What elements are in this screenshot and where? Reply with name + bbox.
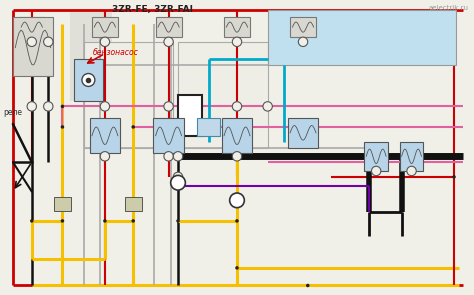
Circle shape bbox=[171, 176, 185, 190]
Circle shape bbox=[131, 125, 135, 129]
Circle shape bbox=[61, 125, 64, 129]
Circle shape bbox=[372, 166, 381, 176]
Circle shape bbox=[263, 102, 273, 111]
Circle shape bbox=[44, 37, 53, 47]
Bar bbox=[84, 42, 173, 148]
Bar bbox=[74, 59, 102, 101]
Circle shape bbox=[306, 284, 310, 287]
Circle shape bbox=[232, 102, 242, 111]
Text: aelectrik.ru: aelectrik.ru bbox=[428, 5, 468, 11]
Bar bbox=[400, 142, 423, 171]
Text: реле: реле bbox=[3, 108, 22, 117]
Bar bbox=[155, 17, 182, 37]
Bar bbox=[197, 118, 220, 136]
Circle shape bbox=[27, 37, 36, 47]
Bar bbox=[178, 42, 268, 148]
Circle shape bbox=[173, 172, 182, 181]
Circle shape bbox=[232, 37, 242, 47]
Bar bbox=[13, 17, 53, 76]
Circle shape bbox=[232, 152, 242, 161]
Bar bbox=[268, 9, 456, 65]
Circle shape bbox=[452, 175, 456, 179]
Bar bbox=[90, 118, 120, 153]
Bar bbox=[222, 118, 252, 153]
Bar bbox=[92, 17, 118, 37]
Circle shape bbox=[298, 37, 308, 47]
Circle shape bbox=[44, 102, 53, 111]
Bar bbox=[365, 142, 388, 171]
Circle shape bbox=[27, 102, 36, 111]
Circle shape bbox=[407, 166, 416, 176]
Bar bbox=[224, 17, 250, 37]
Bar bbox=[178, 95, 201, 136]
Circle shape bbox=[82, 73, 95, 86]
Circle shape bbox=[230, 193, 244, 208]
Bar bbox=[288, 118, 319, 148]
Text: бензонасос: бензонасос bbox=[93, 47, 139, 57]
Circle shape bbox=[235, 219, 239, 223]
Circle shape bbox=[100, 102, 109, 111]
Circle shape bbox=[173, 152, 182, 161]
Circle shape bbox=[131, 219, 135, 223]
Circle shape bbox=[164, 37, 173, 47]
Circle shape bbox=[176, 219, 180, 223]
Circle shape bbox=[100, 152, 109, 161]
Circle shape bbox=[235, 266, 239, 270]
Circle shape bbox=[164, 102, 173, 111]
Circle shape bbox=[61, 219, 64, 223]
Circle shape bbox=[30, 219, 34, 223]
Circle shape bbox=[61, 105, 64, 108]
Bar bbox=[153, 118, 184, 153]
Circle shape bbox=[164, 152, 173, 161]
Bar bbox=[290, 17, 316, 37]
Bar bbox=[125, 197, 142, 211]
Bar bbox=[19, 17, 45, 37]
Text: 3ZR-FE, 3ZR-FAI: 3ZR-FE, 3ZR-FAI bbox=[111, 5, 192, 14]
Circle shape bbox=[103, 219, 107, 223]
Circle shape bbox=[100, 37, 109, 47]
Bar bbox=[70, 12, 112, 101]
Bar bbox=[54, 197, 71, 211]
